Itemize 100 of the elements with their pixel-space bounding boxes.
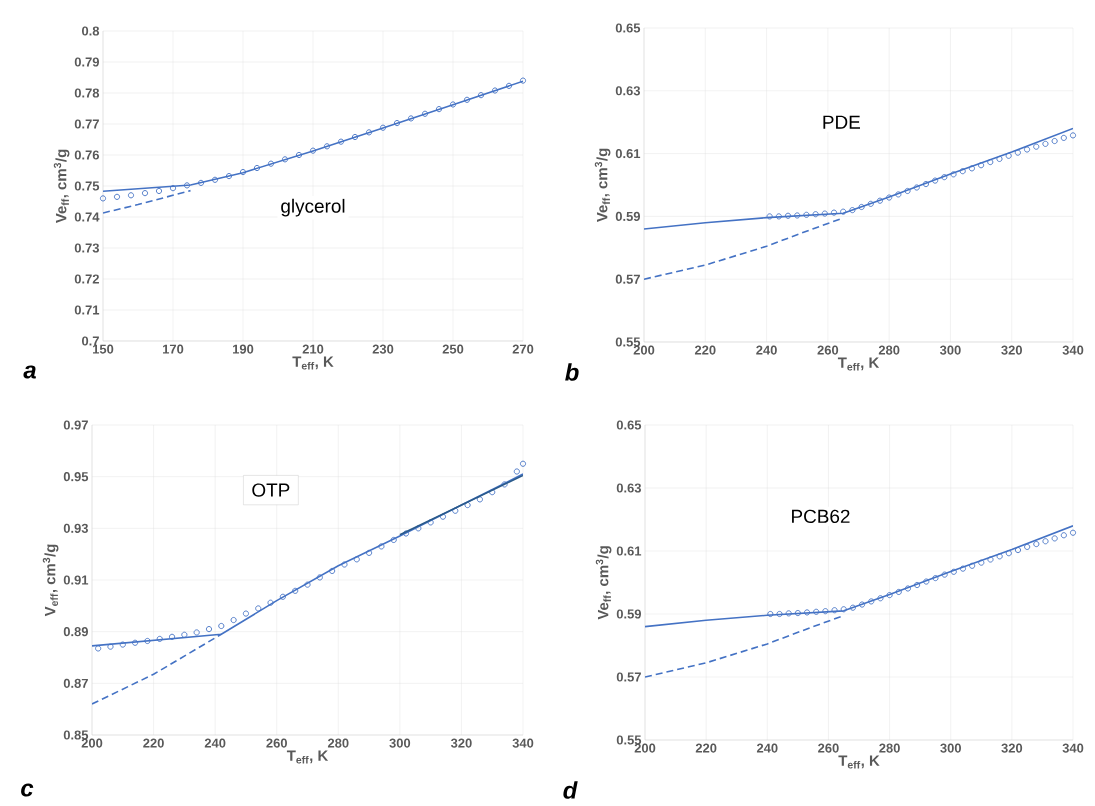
y-tick-label: 0.71 [74,305,100,315]
x-tick-label: 270 [512,344,534,354]
point [239,168,247,176]
annotation: PCB62 [792,509,850,524]
point [904,187,911,195]
point [323,143,331,150]
point [477,92,485,99]
x-tick-label: 200 [81,738,103,748]
point [987,556,994,563]
point [329,567,336,574]
point [421,110,429,117]
x-tick-label: 260 [266,738,287,748]
point [205,626,213,633]
annotation: glycerol [281,198,345,217]
point [281,156,289,163]
point [341,561,348,568]
annotation: PDE [823,115,860,129]
point [914,581,921,589]
point [766,213,773,220]
x-tick-label: 340 [512,738,534,748]
point [913,184,920,191]
y-tick-label: 0.8 [81,26,100,36]
point [230,616,237,624]
point [932,177,939,184]
point [868,598,875,605]
point [923,578,930,585]
y-tick-label: 0.89 [63,627,88,637]
y-tick-label: 0.61 [615,149,641,159]
point [803,609,811,616]
point [183,182,191,189]
point [316,574,323,581]
point [181,631,188,638]
point [812,211,819,218]
point [452,507,459,514]
point [932,575,939,582]
point [127,192,135,199]
y-axis-title: Ve$_{ff}$, cm$^{3}$/g [594,148,611,223]
point [365,129,373,136]
x-tick-label: 320 [1001,743,1023,753]
point [169,633,176,640]
point [867,200,874,207]
point [959,168,966,175]
point [519,460,527,467]
point [463,96,471,103]
point [821,210,828,217]
y-tick-label: 0.55 [615,337,641,347]
point [794,610,801,617]
point [267,599,274,606]
point [996,155,1003,162]
y-tick-label: 0.61 [616,546,642,556]
point [435,106,443,113]
y-tick-label: 0.87 [63,678,88,688]
point [107,643,114,650]
point [255,605,262,612]
point [379,124,387,131]
x-tick-label: 240 [756,345,777,355]
x-tick-label: 340 [1062,345,1084,355]
x-tick-label: 220 [694,345,716,355]
y-tick-label: 0.59 [616,609,641,619]
point [886,194,893,201]
y-tick-label: 0.63 [615,86,641,96]
point [402,530,410,537]
point [353,556,360,563]
x-tick-label: 320 [1001,345,1022,355]
point [378,543,385,550]
point [155,187,163,194]
point [144,637,151,645]
y-axis-title: Ve$_{ff}$, cm$^{3}$/g [595,546,612,620]
y-tick-label: 0.85 [63,730,89,740]
x-tick-label: 280 [879,743,900,753]
point [439,513,447,520]
y-tick-label: 0.57 [616,672,641,682]
point [830,209,838,216]
point [950,171,957,178]
y-tick-label: 0.57 [615,274,640,284]
point [489,489,496,496]
point [840,606,847,613]
point [309,147,317,154]
x-tick-label: 200 [634,743,656,753]
y-axis-title: Ve$_{ff}$, cm$^{3}$/g [53,149,70,224]
y-tick-label: 0.75 [74,181,100,191]
point [113,193,121,200]
point [840,208,847,215]
point [1033,143,1040,150]
point [1042,140,1049,147]
x-axis-title: T$_{eff}$, K [838,755,880,769]
point [886,592,893,599]
point [775,213,782,220]
point [776,610,783,618]
point [950,568,957,575]
point [1005,152,1012,159]
point [858,203,865,211]
x-tick-label: 340 [1062,743,1084,753]
x-tick-label: 280 [327,738,349,748]
y-tick-label: 0.59 [615,211,640,221]
point [996,553,1003,560]
point [1069,132,1077,139]
point [1024,543,1031,550]
x-tick-label: 150 [93,344,114,354]
x-tick-label: 220 [695,743,717,753]
